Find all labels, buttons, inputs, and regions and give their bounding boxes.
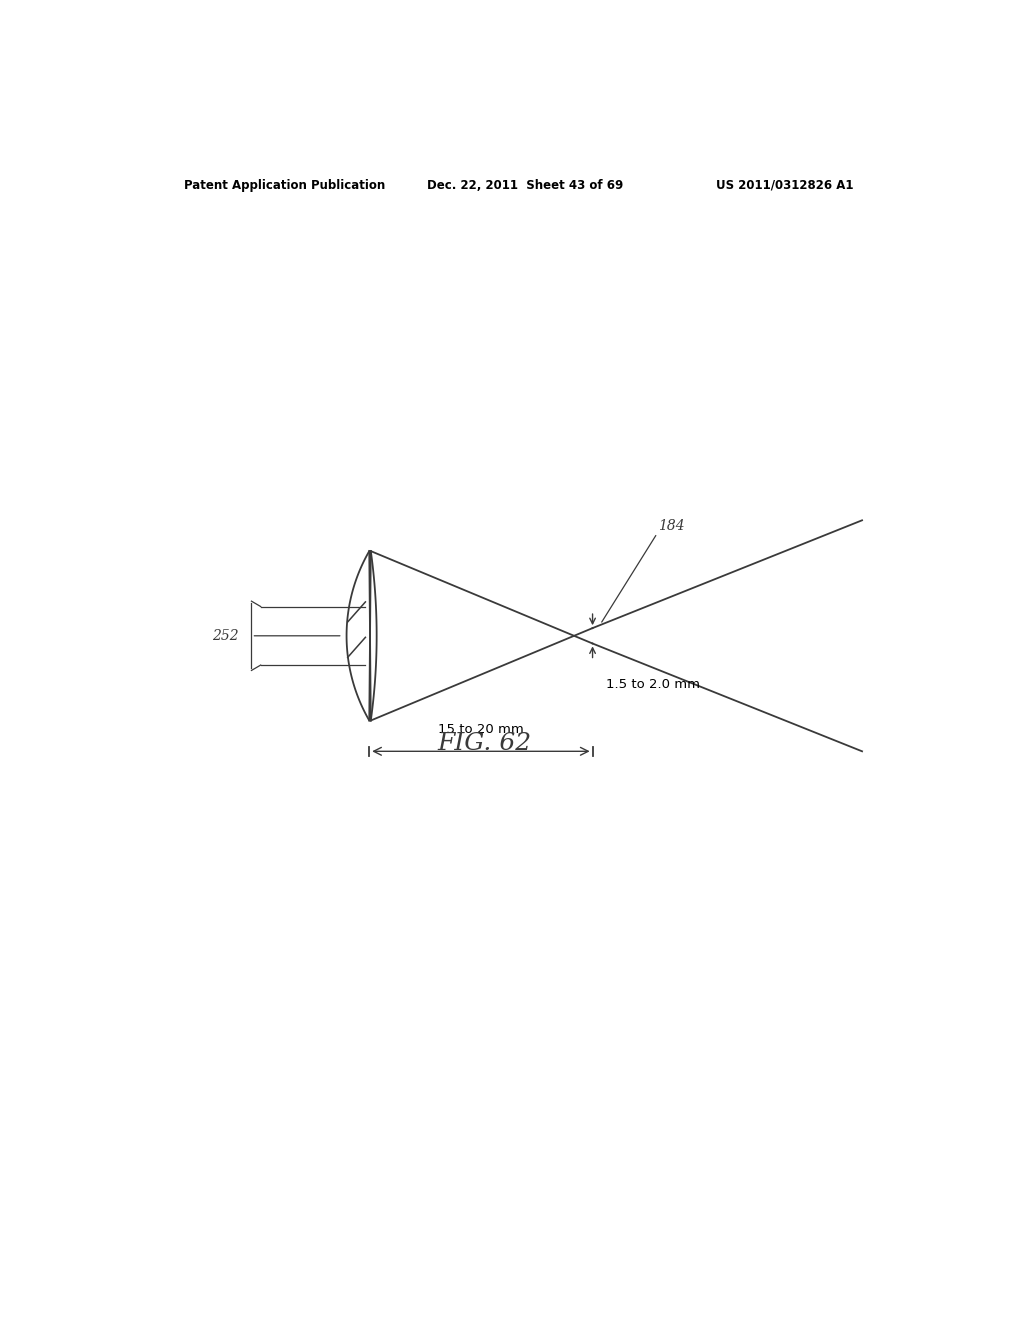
- Text: FIG. 62: FIG. 62: [437, 733, 531, 755]
- Text: Patent Application Publication: Patent Application Publication: [184, 178, 385, 191]
- Text: 184: 184: [658, 519, 685, 533]
- Text: 15 to 20 mm: 15 to 20 mm: [438, 723, 524, 737]
- Text: 252: 252: [212, 628, 239, 643]
- Text: 1.5 to 2.0 mm: 1.5 to 2.0 mm: [606, 678, 700, 692]
- Text: US 2011/0312826 A1: US 2011/0312826 A1: [717, 178, 854, 191]
- Text: Dec. 22, 2011  Sheet 43 of 69: Dec. 22, 2011 Sheet 43 of 69: [427, 178, 623, 191]
